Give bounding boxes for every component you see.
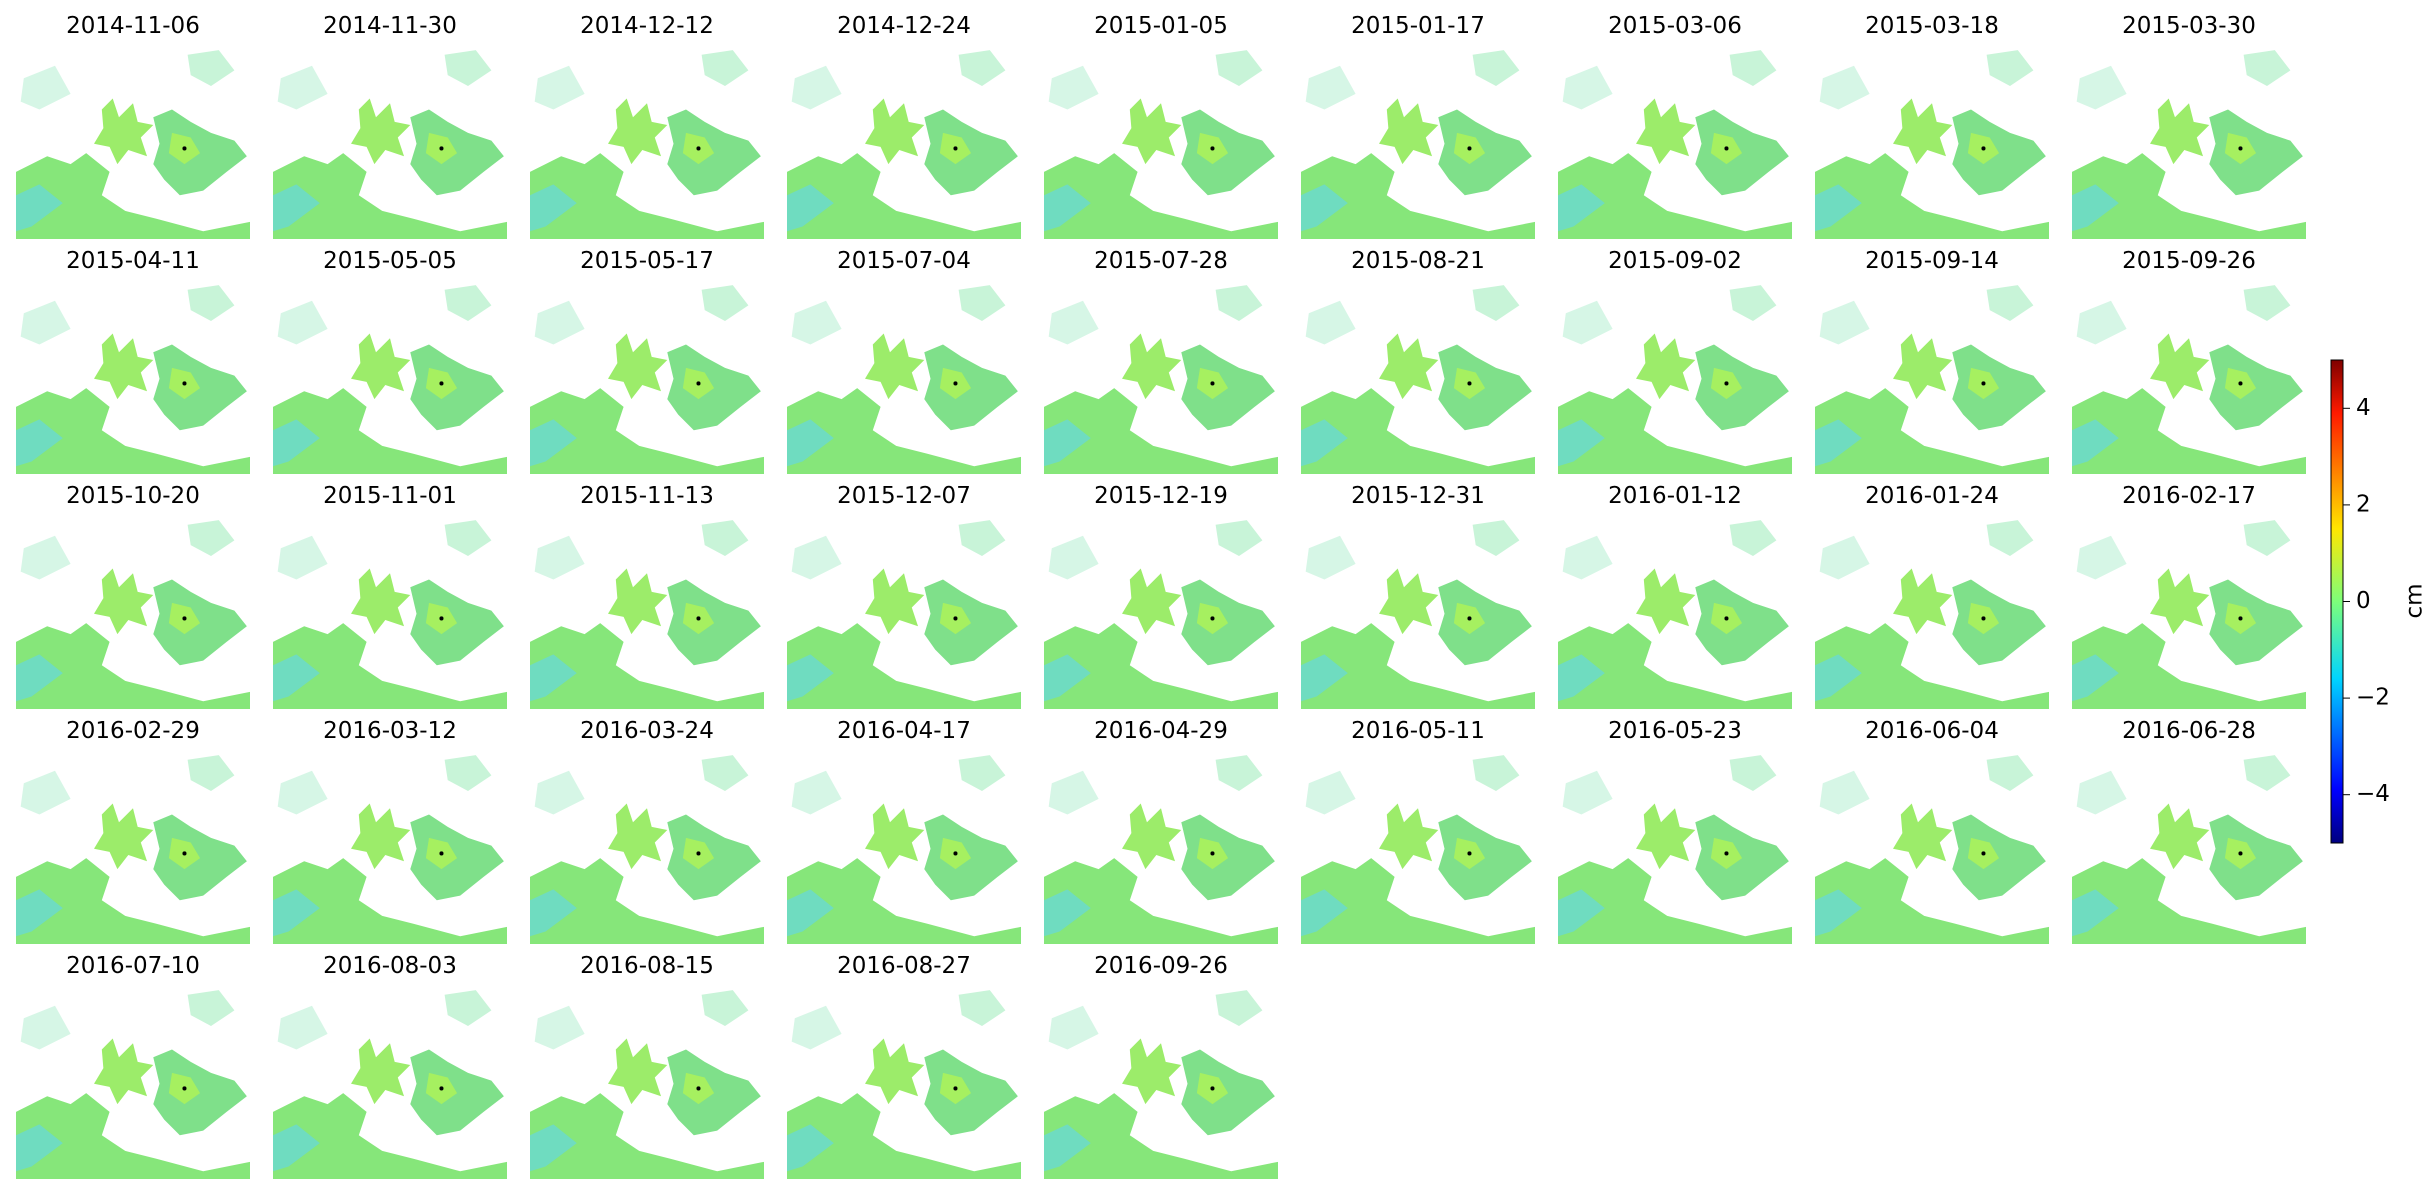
panel-title: 2016-03-12: [323, 718, 457, 744]
map-panel: [1815, 285, 2049, 474]
colorbar-tick-label: 0: [2356, 588, 2371, 614]
panel-title: 2016-04-29: [1094, 718, 1228, 744]
map-panel: [2072, 520, 2306, 709]
map-panel: [787, 520, 1021, 709]
map-panel: [273, 50, 507, 239]
map-panel: [530, 50, 764, 239]
map-panel: [16, 990, 250, 1179]
map-panel: [530, 285, 764, 474]
map-panel: [1044, 755, 1278, 944]
colorbar: cm −4 −2 0 2 4: [2330, 359, 2428, 844]
panel-title: 2015-07-28: [1094, 248, 1228, 274]
map-panel: [1044, 285, 1278, 474]
map-panel: [16, 50, 250, 239]
colorbar-tick-label: −4: [2356, 781, 2390, 807]
map-panel: [1044, 520, 1278, 709]
panel-title: 2015-11-01: [323, 483, 457, 509]
panel-title: 2016-05-11: [1351, 718, 1485, 744]
panel-title: 2016-01-12: [1608, 483, 1742, 509]
map-panel: [2072, 285, 2306, 474]
map-panel: [273, 520, 507, 709]
panel-title: 2016-03-24: [580, 718, 714, 744]
panel-title: 2014-11-30: [323, 13, 457, 39]
map-panel: [1558, 50, 1792, 239]
panel-title: 2015-08-21: [1351, 248, 1485, 274]
map-panel: [1301, 520, 1535, 709]
map-panel: [787, 50, 1021, 239]
panel-title: 2016-05-23: [1608, 718, 1742, 744]
map-panel: [2072, 50, 2306, 239]
panel-title: 2016-08-27: [837, 953, 971, 979]
map-panel: [1558, 755, 1792, 944]
panel-title: 2015-12-07: [837, 483, 971, 509]
map-panel: [16, 285, 250, 474]
map-panel: [1558, 285, 1792, 474]
map-panel: [787, 285, 1021, 474]
panel-title: 2015-01-17: [1351, 13, 1485, 39]
map-panel: [16, 755, 250, 944]
map-panel: [530, 520, 764, 709]
panel-title: 2015-03-06: [1608, 13, 1742, 39]
colorbar-ramp: [2330, 359, 2344, 844]
panel-title: 2016-02-29: [66, 718, 200, 744]
panel-title: 2014-11-06: [66, 13, 200, 39]
panel-title: 2016-09-26: [1094, 953, 1228, 979]
map-panel: [1558, 520, 1792, 709]
panel-title: 2016-02-17: [2122, 483, 2256, 509]
map-panel: [1301, 755, 1535, 944]
colorbar-tick-label: −2: [2356, 685, 2390, 711]
panel-title: 2016-04-17: [837, 718, 971, 744]
panel-title: 2015-05-17: [580, 248, 714, 274]
map-panel: [787, 755, 1021, 944]
panel-title: 2016-06-04: [1865, 718, 1999, 744]
map-panel: [1815, 755, 2049, 944]
panel-title: 2015-09-26: [2122, 248, 2256, 274]
map-panel: [1301, 50, 1535, 239]
panel-title: 2015-05-05: [323, 248, 457, 274]
panel-title: 2015-12-31: [1351, 483, 1485, 509]
panel-title: 2015-10-20: [66, 483, 200, 509]
panel-title: 2015-04-11: [66, 248, 200, 274]
map-panel: [530, 755, 764, 944]
map-panel: [1301, 285, 1535, 474]
map-panel: [273, 990, 507, 1179]
map-panel: [1044, 50, 1278, 239]
panels: 2014-11-06 2014-11-30 2014-12-12 2014-12-24…: [16, 13, 2306, 1179]
panel-title: 2015-03-18: [1865, 13, 1999, 39]
map-panel: [16, 520, 250, 709]
map-panel: [2072, 755, 2306, 944]
panel-title: 2016-08-03: [323, 953, 457, 979]
map-panel: [787, 990, 1021, 1179]
panel-title: 2014-12-12: [580, 13, 714, 39]
panel-title: 2016-07-10: [66, 953, 200, 979]
panel-title: 2015-07-04: [837, 248, 971, 274]
map-panel: [1815, 50, 2049, 239]
map-panel: [273, 285, 507, 474]
map-panel: [273, 755, 507, 944]
panel-title: 2015-01-05: [1094, 13, 1228, 39]
colorbar-label: cm: [2402, 583, 2428, 618]
map-panel: [530, 990, 764, 1179]
panel-title: 2015-12-19: [1094, 483, 1228, 509]
panel-title: 2016-01-24: [1865, 483, 1999, 509]
colorbar-tick-label: 4: [2356, 395, 2371, 421]
map-panel: [1815, 520, 2049, 709]
map-panel: [1044, 990, 1278, 1179]
panel-title: 2015-09-14: [1865, 248, 1999, 274]
colorbar-tick-label: 2: [2356, 491, 2371, 517]
panel-title: 2016-06-28: [2122, 718, 2256, 744]
panel-title: 2015-09-02: [1608, 248, 1742, 274]
panel-title: 2016-08-15: [580, 953, 714, 979]
panel-title: 2014-12-24: [837, 13, 971, 39]
panel-title: 2015-03-30: [2122, 13, 2256, 39]
panel-title: 2015-11-13: [580, 483, 714, 509]
